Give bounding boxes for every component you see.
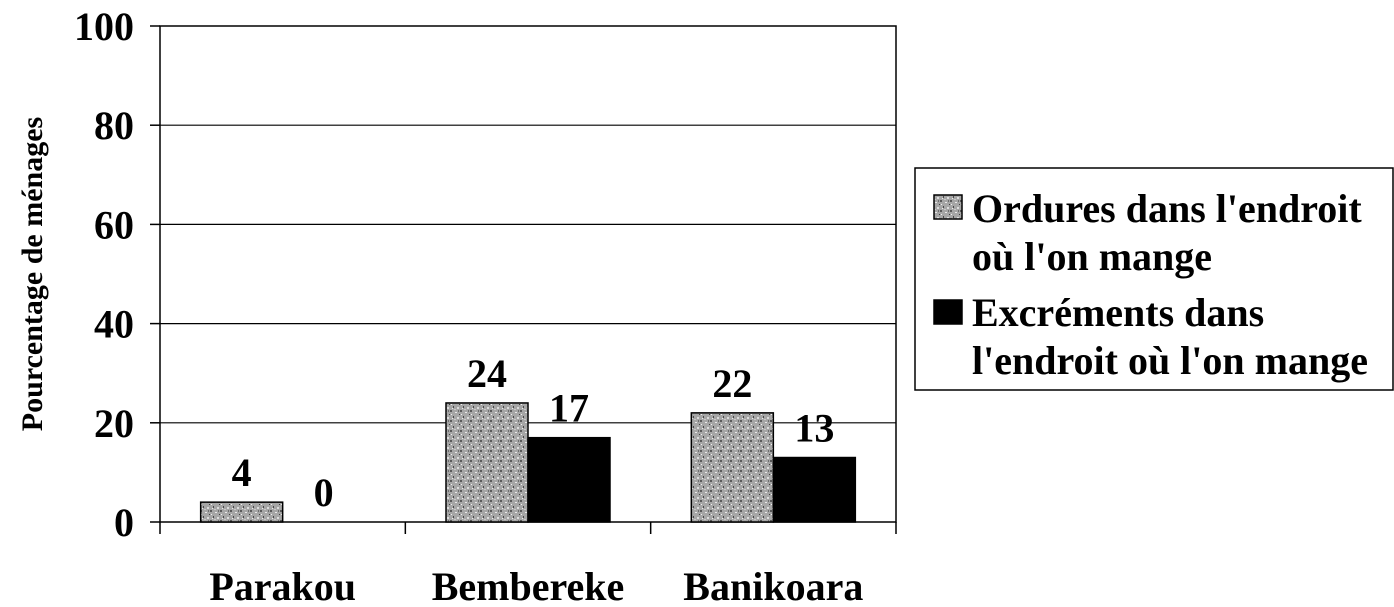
x-category-label: Banikoara [683,564,863,607]
data-label: 17 [549,386,589,431]
y-tick-label: 100 [74,4,134,49]
y-axis: 0 20 40 60 80 100 [74,4,160,545]
y-tick-label: 80 [94,103,134,148]
bar [690,412,775,523]
bar [445,402,529,523]
x-category-label: Parakou [209,564,356,607]
legend: Ordures dans l'endroit où l'on mange Exc… [914,167,1394,391]
legend-label-ordures-line1: Ordures dans l'endroit [972,186,1362,231]
x-category-label: Bembereke [432,564,625,607]
legend-label-ordures-line2: où l'on mange [972,234,1212,279]
y-axis-label: Pourcentage de ménages [16,117,49,431]
data-labels: 4 0 24 17 22 13 [232,351,835,515]
y-tick-label: 60 [94,202,134,247]
data-label: 24 [467,351,507,396]
x-axis: Parakou Bembereke Banikoara [159,522,897,607]
legend-swatch-excrements [933,299,963,325]
legend-frame [914,167,1394,391]
legend-swatch-ordures [933,194,963,220]
bars [199,402,857,523]
data-label: 4 [232,450,252,495]
data-label: 0 [314,470,334,515]
y-tick-label: 20 [94,401,134,446]
data-label: 13 [794,406,834,451]
legend-label-excrements-line1: Excréments dans [972,290,1264,335]
data-label: 22 [712,361,752,406]
bar [199,501,284,523]
y-tick-label: 0 [114,500,134,545]
legend-label-excrements-line2: l'endroit où l'on mange [972,338,1368,383]
plot-area: 4 0 24 17 22 13 [159,25,897,523]
bar [772,456,857,523]
bar [527,436,611,523]
y-tick-label: 40 [94,302,134,347]
